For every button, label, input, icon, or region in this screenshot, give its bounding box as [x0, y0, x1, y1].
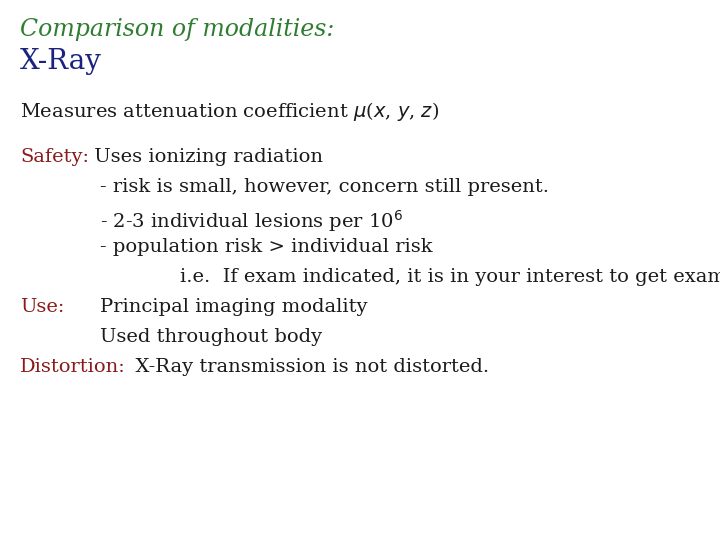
Text: Uses ionizing radiation: Uses ionizing radiation: [88, 148, 323, 166]
Text: - population risk > individual risk: - population risk > individual risk: [100, 238, 433, 256]
Text: Measures attenuation coefficient $\mu$($x$, $y$, $z$): Measures attenuation coefficient $\mu$($…: [20, 100, 439, 123]
Text: i.e.  If exam indicated, it is in your interest to get exam: i.e. If exam indicated, it is in your in…: [180, 268, 720, 286]
Text: Principal imaging modality: Principal imaging modality: [75, 298, 367, 316]
Text: Comparison of modalities:: Comparison of modalities:: [20, 18, 334, 41]
Text: - 2-3 individual lesions per 10$^{6}$: - 2-3 individual lesions per 10$^{6}$: [100, 208, 403, 234]
Text: Safety:: Safety:: [20, 148, 89, 166]
Text: Distortion:: Distortion:: [20, 358, 126, 376]
Text: X-Ray: X-Ray: [20, 48, 102, 75]
Text: Used throughout body: Used throughout body: [75, 328, 322, 346]
Text: - risk is small, however, concern still present.: - risk is small, however, concern still …: [100, 178, 549, 196]
Text: Use:: Use:: [20, 298, 64, 316]
Text: X-Ray transmission is not distorted.: X-Ray transmission is not distorted.: [123, 358, 489, 376]
